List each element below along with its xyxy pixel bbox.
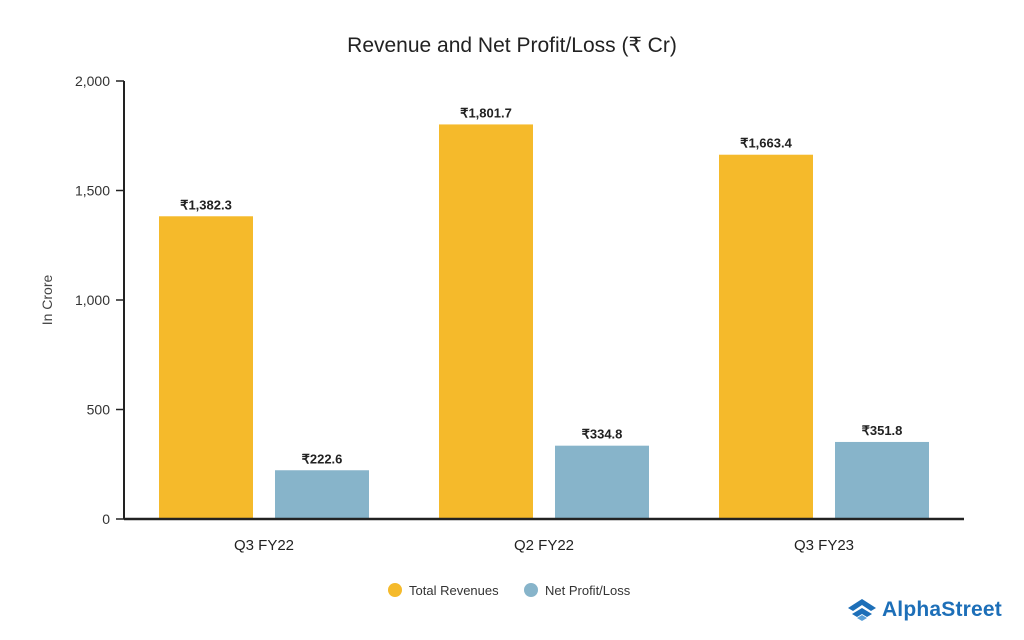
brand-name: AlphaStreet bbox=[881, 598, 1002, 621]
data-label: ₹351.8 bbox=[862, 423, 903, 438]
y-tick-label: 2,000 bbox=[75, 73, 110, 89]
data-label: ₹1,801.7 bbox=[460, 105, 512, 120]
y-tick-label: 500 bbox=[87, 402, 111, 418]
bar-total-revenues bbox=[719, 154, 813, 519]
y-tick-label: 1,500 bbox=[75, 183, 110, 199]
data-label: ₹222.6 bbox=[302, 451, 343, 466]
legend-swatch bbox=[524, 583, 538, 597]
legend: Total Revenues Net Profit/Loss bbox=[388, 583, 631, 598]
legend-label: Net Profit/Loss bbox=[545, 583, 631, 598]
chart-title: Revenue and Net Profit/Loss (₹ Cr) bbox=[347, 34, 677, 57]
data-label: ₹1,663.4 bbox=[740, 136, 792, 151]
bar-net-profit-loss bbox=[835, 441, 929, 519]
brand-logo: AlphaStreet bbox=[847, 598, 1002, 622]
alphastreet-logo-icon bbox=[847, 599, 876, 621]
y-tick-label: 0 bbox=[102, 511, 110, 527]
x-tick-label: Q3 FY23 bbox=[794, 537, 854, 554]
legend-label: Total Revenues bbox=[409, 583, 499, 598]
x-tick-label: Q3 FY22 bbox=[234, 537, 294, 554]
bar-total-revenues bbox=[159, 216, 253, 519]
y-axis: 0 500 1,000 1,500 2,000 bbox=[75, 73, 125, 527]
bar-total-revenues bbox=[439, 124, 533, 519]
x-tick-label: Q2 FY22 bbox=[514, 537, 574, 554]
x-axis: Q3 FY22 Q2 FY22 Q3 FY23 bbox=[124, 517, 964, 554]
data-label: ₹334.8 bbox=[582, 427, 623, 442]
data-label: ₹1,382.3 bbox=[180, 197, 232, 212]
bar-net-profit-loss bbox=[275, 470, 369, 519]
bar-net-profit-loss bbox=[555, 445, 649, 519]
bars: ₹1,382.3 ₹222.6 ₹1,801.7 ₹334.8 ₹1,663.4 ₹351… bbox=[159, 105, 929, 519]
legend-swatch bbox=[388, 583, 402, 597]
y-axis-label: In Crore bbox=[39, 275, 55, 326]
y-tick-label: 1,000 bbox=[75, 292, 110, 308]
